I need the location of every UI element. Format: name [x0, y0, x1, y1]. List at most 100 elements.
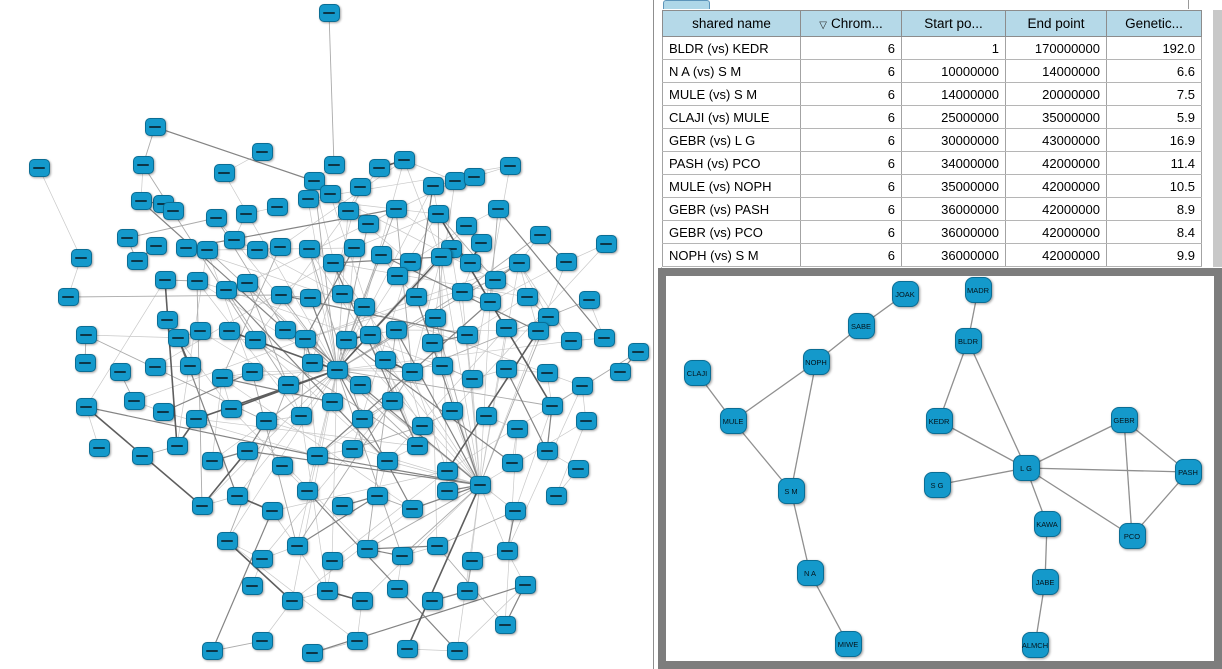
graph-node[interactable]	[116, 229, 138, 247]
graph-edge[interactable]	[790, 490, 811, 574]
graph-node[interactable]	[527, 322, 549, 340]
graph-node[interactable]	[391, 547, 413, 565]
graph-edge[interactable]	[518, 262, 572, 342]
graph-node[interactable]	[560, 332, 582, 350]
graph-node[interactable]	[495, 360, 517, 378]
graph-node[interactable]	[575, 412, 597, 430]
graph-edge[interactable]	[196, 280, 203, 507]
graph-node[interactable]	[337, 202, 359, 220]
graph-edge[interactable]	[450, 248, 473, 380]
graph-node[interactable]	[343, 239, 365, 257]
graph-node[interactable]	[436, 462, 458, 480]
graph-node[interactable]	[326, 361, 348, 379]
graph-node[interactable]	[216, 532, 238, 550]
graph-node[interactable]	[357, 215, 379, 233]
graph-node[interactable]	[213, 164, 235, 182]
graph-node[interactable]	[487, 200, 509, 218]
graph-edge[interactable]	[456, 584, 526, 652]
graph-node[interactable]	[196, 241, 218, 259]
graph-edge[interactable]	[336, 256, 442, 371]
graph-node-s-m[interactable]: S M	[777, 478, 805, 504]
graph-node[interactable]	[277, 376, 299, 394]
graph-node[interactable]	[426, 537, 448, 555]
graph-node[interactable]	[132, 156, 154, 174]
graph-edge[interactable]	[199, 330, 289, 386]
graph-edge[interactable]	[313, 180, 338, 371]
graph-node[interactable]	[399, 253, 421, 271]
graph-node[interactable]	[152, 403, 174, 421]
graph-edge[interactable]	[1025, 419, 1125, 469]
graph-node[interactable]	[455, 217, 477, 235]
graph-edge[interactable]	[336, 369, 553, 407]
graph-edge[interactable]	[967, 340, 1027, 469]
graph-node[interactable]	[109, 363, 131, 381]
graph-edge[interactable]	[936, 467, 1027, 486]
graph-node[interactable]	[541, 397, 563, 415]
graph-node[interactable]	[441, 402, 463, 420]
table-row[interactable]: MULE (vs) S M 6 14000000 20000000 7.5	[662, 82, 1202, 106]
graph-edge[interactable]	[437, 213, 496, 281]
graph-node[interactable]	[351, 410, 373, 428]
graph-node[interactable]	[323, 156, 345, 174]
graph-node[interactable]	[154, 271, 176, 289]
graph-edge[interactable]	[306, 490, 458, 652]
graph-edge[interactable]	[206, 249, 253, 373]
graph-node-pco[interactable]: PCO	[1118, 523, 1146, 549]
graph-node-madr[interactable]: MADR	[964, 277, 992, 303]
graph-edge[interactable]	[154, 126, 315, 182]
graph-node[interactable]	[421, 592, 443, 610]
graph-node[interactable]	[430, 248, 452, 266]
graph-edge[interactable]	[479, 261, 567, 486]
graph-node[interactable]	[376, 452, 398, 470]
graph-node-noph[interactable]: NOPH	[802, 349, 830, 375]
graph-node[interactable]	[424, 309, 446, 327]
graph-edge[interactable]	[230, 408, 368, 550]
graph-node[interactable]	[322, 254, 344, 272]
graph-node-gebr[interactable]: GEBR	[1110, 407, 1138, 433]
graph-node[interactable]	[301, 644, 323, 662]
graph-node[interactable]	[335, 331, 357, 349]
graph-edge[interactable]	[164, 279, 178, 447]
graph-node[interactable]	[595, 235, 617, 253]
graph-node[interactable]	[436, 482, 458, 500]
graph-edge[interactable]	[336, 369, 413, 510]
graph-node[interactable]	[499, 157, 521, 175]
graph-node[interactable]	[281, 592, 303, 610]
graph-edge[interactable]	[201, 450, 248, 507]
graph-edge[interactable]	[308, 248, 338, 371]
graph-node-n-a[interactable]: N A	[796, 560, 824, 586]
graph-edge[interactable]	[506, 385, 583, 552]
graph-node[interactable]	[421, 334, 443, 352]
graph-edge[interactable]	[514, 405, 553, 512]
graph-node[interactable]	[545, 487, 567, 505]
graph-edge[interactable]	[415, 185, 434, 298]
graph-node[interactable]	[401, 363, 423, 381]
graph-edge[interactable]	[336, 369, 403, 557]
graph-node[interactable]	[331, 497, 353, 515]
graph-node[interactable]	[349, 376, 371, 394]
graph-node[interactable]	[215, 281, 237, 299]
graph-edge[interactable]	[336, 340, 572, 371]
graph-node[interactable]	[555, 253, 577, 271]
graph-node[interactable]	[321, 393, 343, 411]
graph-edge[interactable]	[446, 330, 539, 472]
graph-edge[interactable]	[386, 460, 481, 486]
graph-node[interactable]	[427, 205, 449, 223]
graph-node[interactable]	[356, 540, 378, 558]
table-row[interactable]: GEBR (vs) PASH 6 36000000 42000000 8.9	[662, 197, 1202, 221]
graph-edge[interactable]	[732, 361, 817, 422]
graph-edge[interactable]	[309, 297, 338, 371]
graph-node[interactable]	[144, 118, 166, 136]
graph-node[interactable]	[529, 226, 551, 244]
graph-node[interactable]	[301, 354, 323, 372]
graph-node[interactable]	[578, 291, 600, 309]
graph-edge[interactable]	[938, 340, 969, 422]
graph-node[interactable]	[451, 283, 473, 301]
graph-node[interactable]	[244, 331, 266, 349]
graph-node-jabe[interactable]: JABE	[1031, 569, 1059, 595]
graph-edge[interactable]	[366, 484, 481, 550]
graph-edge[interactable]	[38, 167, 82, 259]
graph-edge[interactable]	[479, 420, 587, 486]
graph-node[interactable]	[516, 288, 538, 306]
graph-node[interactable]	[162, 202, 184, 220]
